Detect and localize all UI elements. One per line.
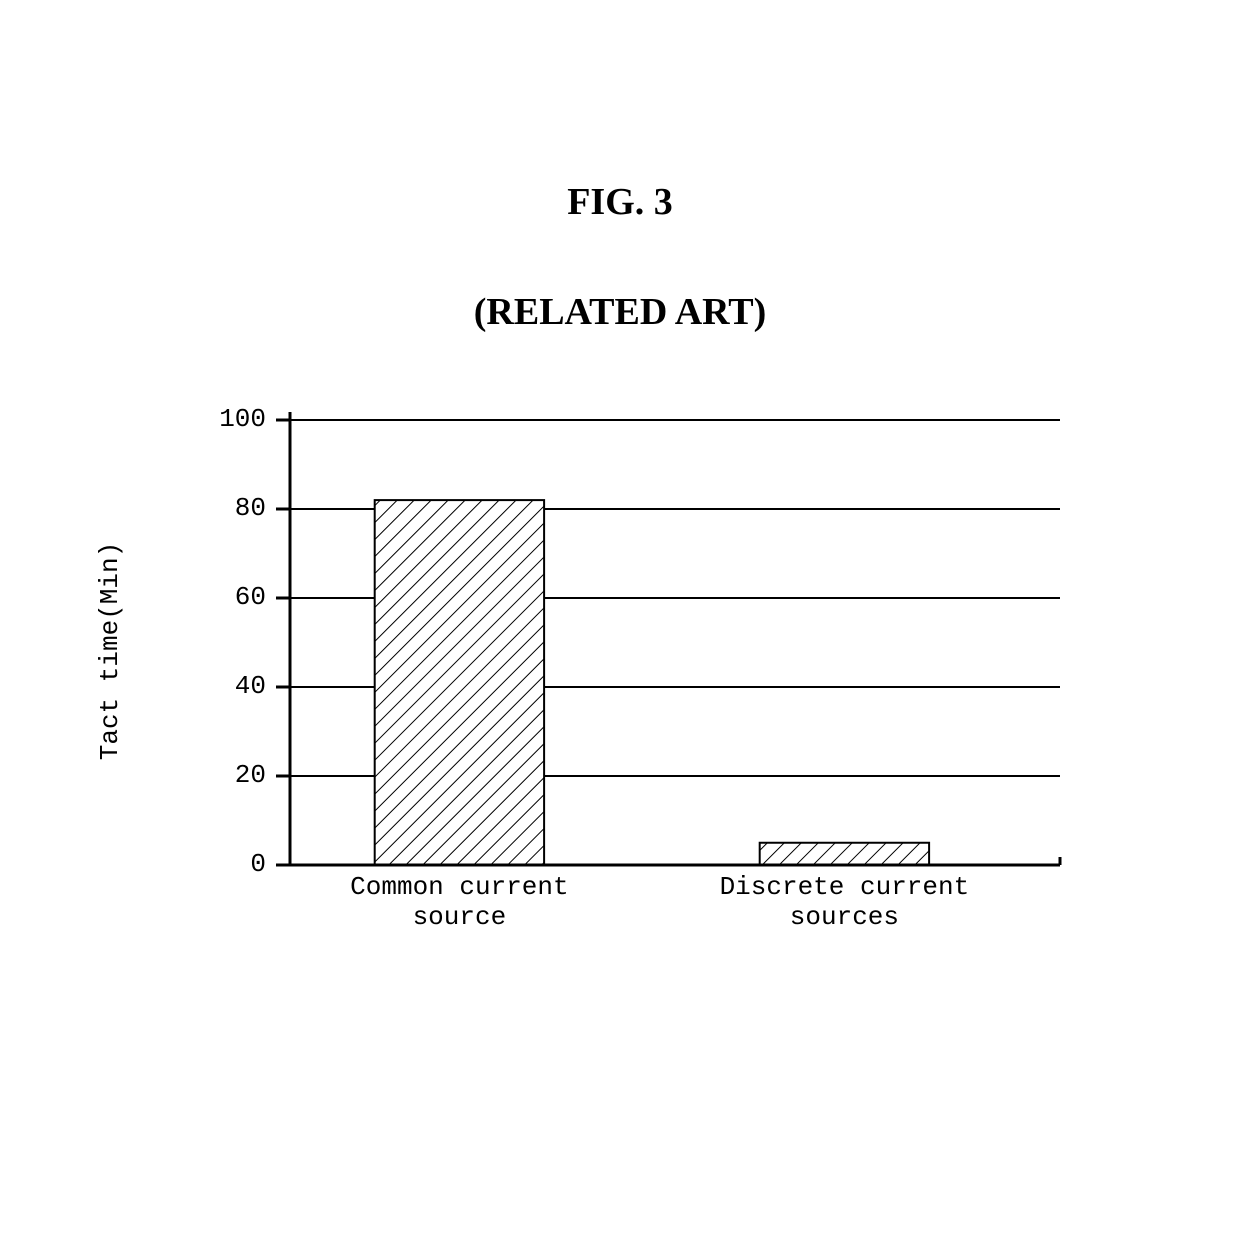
y-tick-label: 0 <box>196 849 266 879</box>
chart-container <box>290 420 1060 865</box>
figure-subtitle: (RELATED ART) <box>0 290 1240 334</box>
y-tick-label: 40 <box>196 671 266 701</box>
x-tick-label: Common current source <box>299 873 619 933</box>
y-tick-label: 60 <box>196 582 266 612</box>
page: FIG. 3 (RELATED ART) Tact time(Min) 0 20 4… <box>0 0 1240 1242</box>
y-tick-label: 20 <box>196 760 266 790</box>
x-tick-label: Discrete current sources <box>684 873 1004 933</box>
y-tick-label: 80 <box>196 493 266 523</box>
y-tick-label: 100 <box>196 404 266 434</box>
bar-chart <box>290 420 1060 865</box>
figure-title: FIG. 3 <box>0 180 1240 224</box>
y-axis-label: Tact time(Min) <box>95 501 125 801</box>
